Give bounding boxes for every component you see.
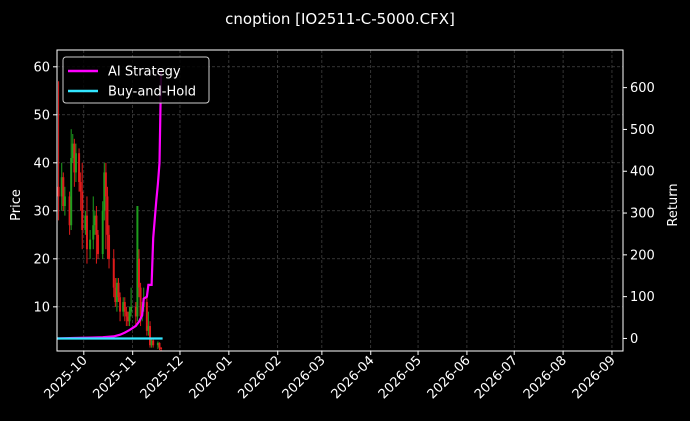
price-candle [93, 215, 96, 226]
price-candle [101, 210, 104, 255]
y-tick-label: 20 [33, 252, 50, 267]
price-candle [104, 172, 107, 197]
price-candle [95, 215, 98, 235]
price-candle [78, 153, 81, 183]
price-candle [112, 258, 115, 288]
price-candle [81, 191, 84, 231]
series-lines [57, 70, 163, 340]
price-candle [106, 196, 109, 235]
price-candle [108, 234, 111, 259]
price-candle [150, 340, 153, 346]
price-candle [71, 143, 74, 159]
price-candle [57, 186, 60, 197]
y-tick-label: 30 [33, 204, 50, 219]
price-candle [60, 177, 63, 197]
legend-label: AI Strategy [108, 65, 181, 80]
price-candle [115, 282, 118, 303]
price-candle [73, 143, 76, 173]
price-candle [158, 342, 161, 348]
price-candle [70, 158, 73, 226]
price-candle [160, 347, 163, 350]
price-candle [130, 306, 133, 312]
legend-label: Buy-and-Hold [108, 85, 196, 100]
y-tick-label: 50 [33, 108, 50, 123]
y2-tick-label: 300 [630, 207, 655, 222]
price-candle [152, 340, 155, 346]
price-candle [114, 287, 117, 303]
price-candle [84, 215, 87, 231]
y-tick-label: 40 [33, 156, 50, 171]
price-candle [89, 239, 92, 250]
price-candle [123, 302, 126, 312]
y2-tick-label: 600 [630, 81, 655, 96]
price-candle [139, 287, 142, 317]
y2-tick-label: 200 [630, 248, 655, 263]
price-candle [149, 326, 152, 346]
price-candle [62, 177, 65, 207]
plot-frame [56, 49, 624, 352]
price-candle [137, 258, 140, 288]
price-candle [117, 282, 120, 298]
y2-axis-label: Return [666, 183, 681, 226]
price-candle [147, 326, 150, 331]
price-candle [125, 311, 128, 317]
price-candle [96, 234, 99, 255]
price-candle [128, 311, 131, 322]
price-candle [63, 196, 66, 207]
price-candle [136, 206, 139, 317]
price-candle [85, 215, 88, 250]
price-candle [145, 302, 148, 331]
gridlines [57, 50, 623, 351]
series-line-ai-strategy [57, 70, 163, 340]
price-candle [79, 182, 82, 192]
y-axis-label: Price [9, 189, 24, 221]
price-candle [74, 153, 77, 173]
legend: AI Strategy Buy-and-Hold [62, 56, 210, 104]
price-candle [122, 302, 125, 312]
price-candle [68, 196, 71, 226]
y2-tick-label: 400 [630, 165, 655, 180]
y2-tick-label: 0 [630, 332, 638, 347]
price-candle [119, 297, 122, 312]
legend-box [62, 56, 210, 104]
price-candle [126, 316, 129, 322]
price-candle [92, 225, 95, 240]
y2-tick-label: 100 [630, 290, 655, 305]
price-candle [103, 172, 106, 211]
y2-tick-label: 500 [630, 123, 655, 138]
y-tick-label: 60 [33, 60, 50, 75]
price-candle [156, 342, 159, 346]
y-tick-label: 10 [33, 300, 50, 315]
price-candle [134, 306, 137, 317]
chart-title: cnoption [IO2511-C-5000.CFX] [225, 10, 455, 28]
